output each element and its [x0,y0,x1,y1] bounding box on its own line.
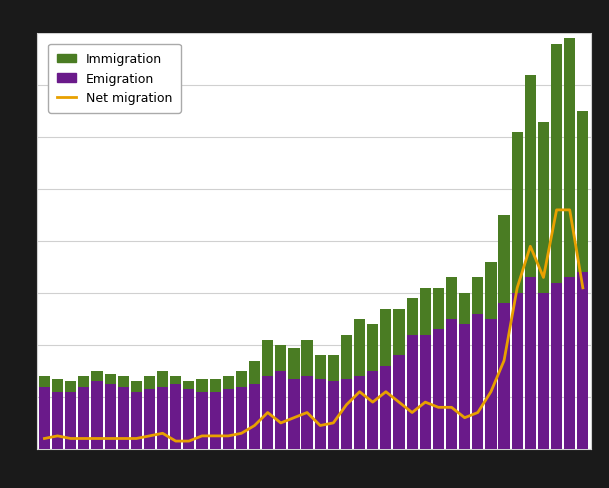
Bar [407,335,418,449]
Bar [525,76,536,449]
Bar [183,382,194,449]
Bar [459,325,470,449]
Bar [157,371,168,449]
Bar [315,356,326,449]
Bar [472,278,484,449]
Bar [209,379,220,449]
Bar [157,386,168,449]
Bar [105,374,116,449]
Bar [459,293,470,449]
Bar [341,379,352,449]
Bar [380,366,392,449]
Bar [367,325,378,449]
Bar [170,384,181,449]
Bar [209,392,220,449]
Bar [446,278,457,449]
Bar [433,288,444,449]
Bar [131,382,142,449]
Bar [39,386,50,449]
Bar [223,376,234,449]
Bar [499,216,510,449]
Bar [485,263,496,449]
Bar [183,389,194,449]
Bar [118,386,128,449]
Bar [262,340,273,449]
Bar [328,382,339,449]
Bar [433,330,444,449]
Bar [223,389,234,449]
Bar [236,386,247,449]
Bar [197,392,208,449]
Bar [262,376,273,449]
Bar [354,376,365,449]
Bar [65,382,76,449]
Bar [393,309,404,449]
Bar [65,392,76,449]
Bar [197,379,208,449]
Bar [144,376,155,449]
Bar [275,346,286,449]
Bar [52,392,63,449]
Bar [367,371,378,449]
Bar [52,379,63,449]
Bar [118,376,128,449]
Bar [131,392,142,449]
Bar [577,112,588,449]
Legend: Immigration, Emigration, Net migration: Immigration, Emigration, Net migration [48,44,181,113]
Bar [328,356,339,449]
Bar [78,386,90,449]
Bar [380,309,392,449]
Bar [170,376,181,449]
Bar [39,376,50,449]
Bar [288,348,300,449]
Bar [105,384,116,449]
Bar [446,319,457,449]
Bar [91,382,102,449]
Bar [144,389,155,449]
Bar [236,371,247,449]
Bar [301,340,312,449]
Bar [78,376,90,449]
Bar [538,293,549,449]
Bar [577,273,588,449]
Bar [551,44,562,449]
Bar [91,371,102,449]
Bar [499,304,510,449]
Bar [551,283,562,449]
Bar [472,314,484,449]
Bar [564,40,576,449]
Bar [538,122,549,449]
Bar [512,133,523,449]
Bar [249,384,260,449]
Bar [525,278,536,449]
Bar [275,371,286,449]
Bar [420,335,431,449]
Bar [564,278,576,449]
Bar [301,376,312,449]
Bar [393,356,404,449]
Bar [341,335,352,449]
Bar [288,379,300,449]
Bar [354,319,365,449]
Bar [512,293,523,449]
Bar [249,361,260,449]
Bar [485,319,496,449]
Bar [420,288,431,449]
Bar [407,299,418,449]
Bar [315,379,326,449]
